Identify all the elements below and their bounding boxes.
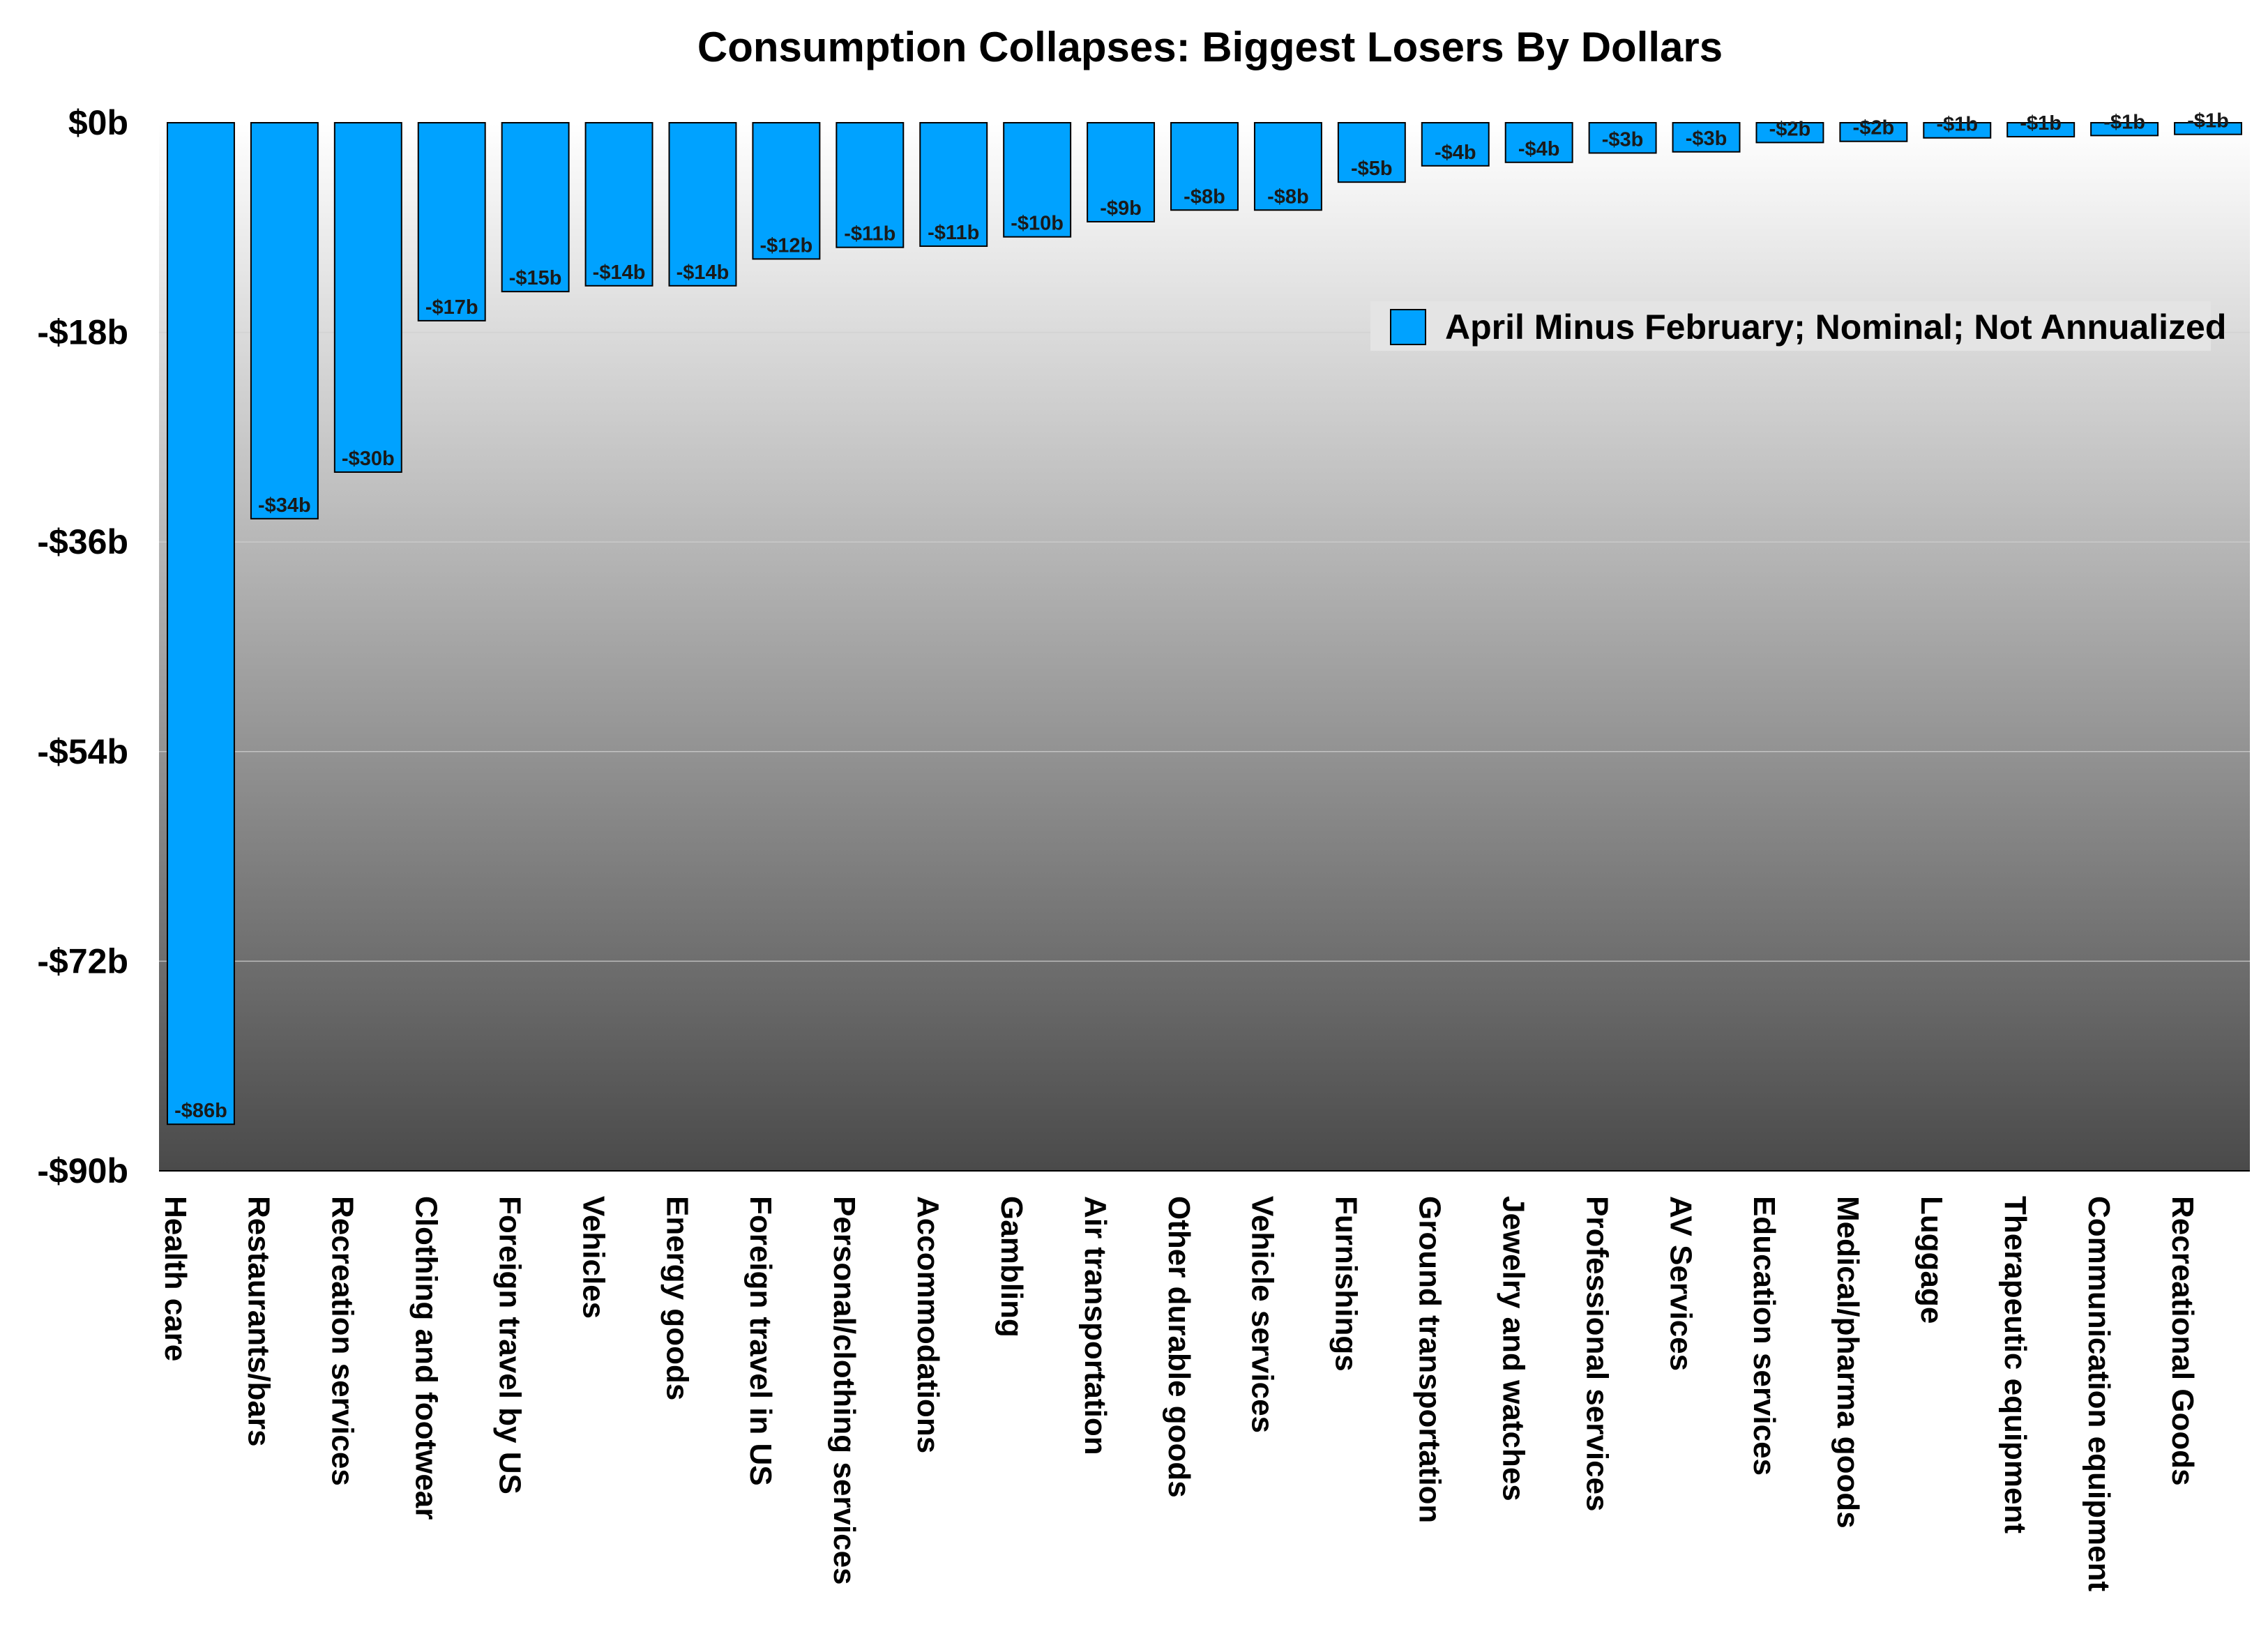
legend-label: April Minus February; Nominal; Not Annua…: [1445, 308, 2226, 347]
x-tick-label: Therapeutic equipment: [1998, 1196, 2032, 1533]
bar: [1421, 122, 1490, 167]
data-label: -$12b: [760, 234, 813, 257]
x-tick-label: Health care: [158, 1196, 192, 1361]
data-label: -$8b: [1267, 185, 1309, 208]
bar: [1839, 122, 1908, 142]
x-tick-label: Foreign travel in US: [743, 1196, 778, 1486]
x-tick-label: Furnishings: [1329, 1196, 1363, 1372]
bar: [501, 122, 570, 293]
data-label: -$10b: [1011, 213, 1064, 235]
data-label: -$34b: [258, 494, 311, 517]
data-label: -$4b: [1435, 142, 1476, 164]
bar: [1337, 122, 1406, 183]
bar: [1672, 122, 1741, 153]
bar: [1504, 122, 1573, 163]
y-tick-label: -$90b: [37, 1151, 128, 1190]
bar: [584, 122, 653, 287]
data-label: -$1b: [2020, 112, 2062, 135]
data-label: -$1b: [2187, 110, 2229, 132]
x-tick-label: Foreign travel by US: [492, 1196, 527, 1494]
legend: April Minus February; Nominal; Not Annua…: [1370, 301, 2226, 351]
y-tick-label: $0b: [68, 103, 128, 142]
bar: [2174, 122, 2243, 135]
x-tick-label: Air transportation: [1078, 1196, 1112, 1455]
x-tick-label: Luggage: [1914, 1196, 1949, 1324]
data-label: -$4b: [1518, 138, 1560, 160]
data-label: -$17b: [425, 296, 478, 319]
bar: [417, 122, 486, 321]
bar: [1923, 122, 1992, 139]
bar: [919, 122, 988, 248]
bar: [250, 122, 319, 520]
x-tick-label: Other durable goods: [1162, 1196, 1196, 1498]
chart-title: Consumption Collapses: Biggest Losers By…: [697, 24, 1723, 70]
x-tick-label: Ground transportation: [1413, 1196, 1447, 1523]
bar: [1003, 122, 1072, 238]
data-label: -$8b: [1184, 185, 1225, 208]
x-tick-label: Recreational Goods: [2165, 1196, 2200, 1486]
y-axis-ticks: $0b -$18b -$36b -$54b -$72b -$90b: [37, 103, 128, 1190]
x-tick-label: Medical/pharma goods: [1831, 1196, 1865, 1529]
x-tick-label: Education services: [1747, 1196, 1781, 1476]
y-tick-label: -$54b: [37, 732, 128, 771]
data-label: -$1b: [1936, 114, 1978, 136]
x-tick-label: Communication equipment: [2082, 1196, 2116, 1591]
legend-background: [1370, 301, 2211, 351]
data-label: -$86b: [174, 1100, 227, 1122]
bar: [752, 122, 821, 260]
x-tick-label: Professional services: [1580, 1196, 1614, 1511]
x-tick-label: Gambling: [995, 1196, 1029, 1338]
x-tick-label: Restaurants/bars: [242, 1196, 276, 1446]
x-tick-label: Accommodations: [911, 1196, 945, 1453]
bar: [2090, 122, 2159, 137]
x-tick-label: Jewelry and watches: [1496, 1196, 1530, 1501]
bar: [668, 122, 737, 287]
bar: [2006, 122, 2076, 138]
x-tick-label: Recreation services: [326, 1196, 360, 1486]
x-tick-label: AV Services: [1663, 1196, 1698, 1371]
data-label: -$14b: [676, 262, 729, 284]
data-label: -$3b: [1686, 128, 1728, 150]
y-tick-label: -$36b: [37, 522, 128, 561]
data-label: -$15b: [509, 267, 562, 289]
bar: [836, 122, 905, 248]
bars: [166, 122, 2243, 1126]
data-label: -$30b: [342, 448, 395, 470]
bar: [1755, 122, 1824, 144]
data-labels: -$86b -$34b -$30b -$17b -$15b -$14b -$14b -$12b…: [174, 110, 2229, 1122]
x-tick-label: Vehicles: [576, 1196, 610, 1319]
bar: [166, 122, 235, 1126]
data-label: -$11b: [928, 222, 979, 244]
data-label: -$2b: [1769, 118, 1811, 140]
x-tick-label: Energy goods: [660, 1196, 694, 1400]
bar: [1170, 122, 1239, 211]
data-label: -$9b: [1100, 197, 1142, 220]
x-axis-ticks: Health care Restaurants/bars Recreation se…: [158, 1196, 2200, 1591]
bar: [1087, 122, 1156, 222]
data-label: -$11b: [844, 223, 895, 245]
bar: [1588, 122, 1657, 154]
data-label: -$2b: [1853, 117, 1895, 139]
y-tick-label: -$72b: [37, 941, 128, 980]
x-tick-label: Clothing and footwear: [409, 1196, 444, 1520]
data-label: -$5b: [1351, 158, 1393, 180]
plot-area: [159, 123, 2250, 1171]
data-label: -$14b: [593, 262, 646, 284]
data-label: -$1b: [2103, 111, 2145, 133]
y-tick-label: -$18b: [37, 313, 128, 352]
bar: [1253, 122, 1322, 211]
data-label: -$3b: [1602, 128, 1644, 151]
legend-swatch: [1390, 309, 1426, 345]
x-tick-label: Personal/clothing services: [827, 1196, 861, 1585]
bar: [333, 122, 402, 473]
x-tick-label: Vehicle services: [1246, 1196, 1280, 1433]
